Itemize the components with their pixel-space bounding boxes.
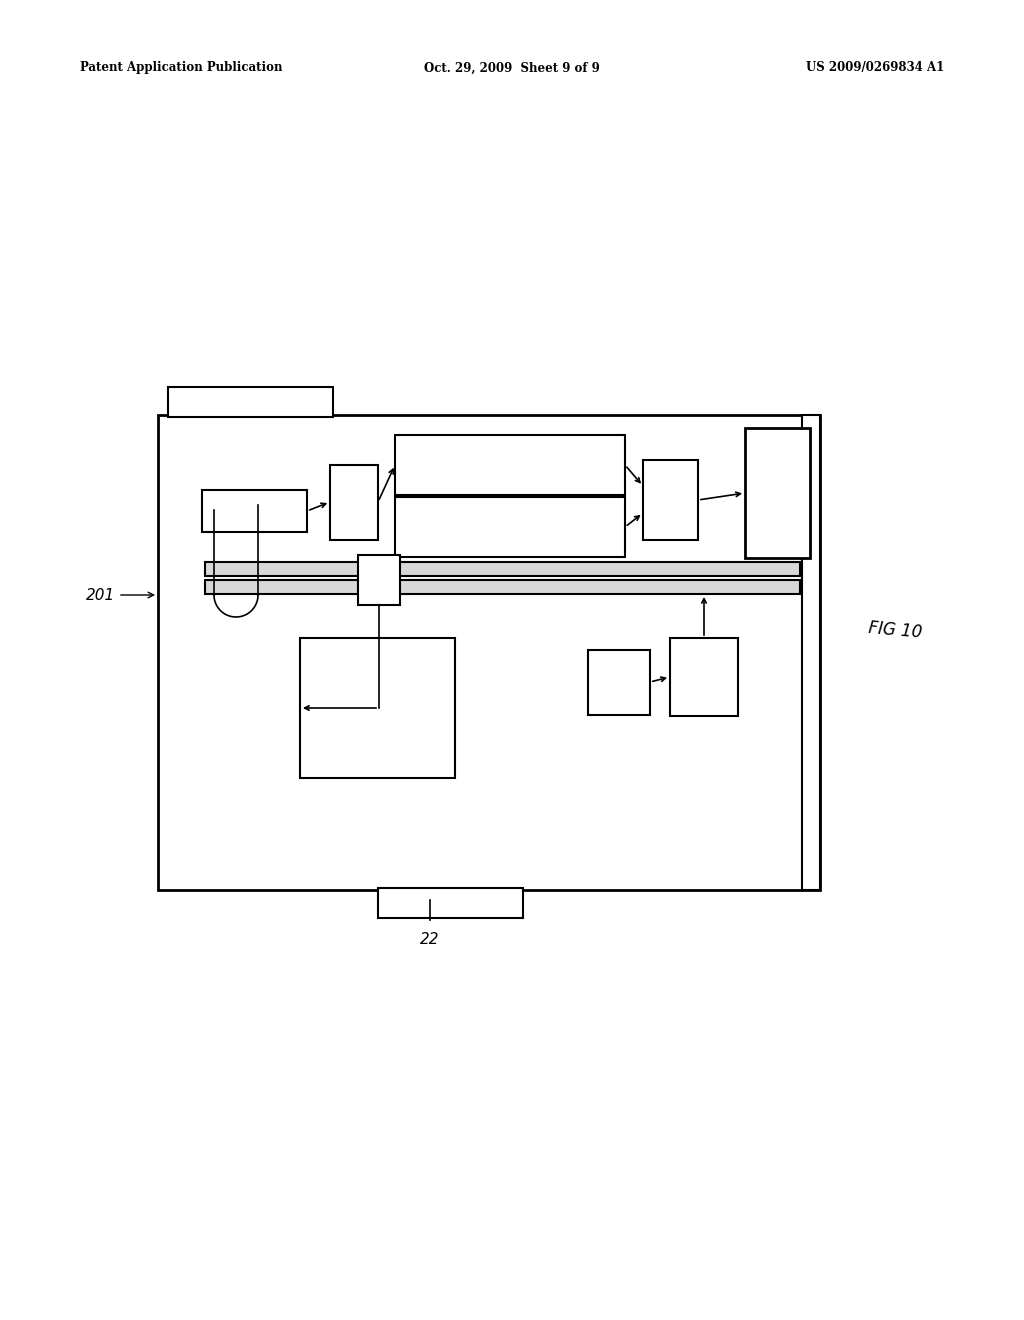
- Bar: [168, 387, 333, 417]
- Bar: [158, 414, 820, 890]
- Bar: [205, 562, 800, 576]
- Text: US 2009/0269834 A1: US 2009/0269834 A1: [806, 62, 944, 74]
- Bar: [300, 638, 455, 777]
- Bar: [643, 459, 698, 540]
- Bar: [330, 465, 378, 540]
- Bar: [802, 414, 820, 890]
- Bar: [202, 490, 307, 532]
- Bar: [670, 638, 738, 715]
- Text: Patent Application Publication: Patent Application Publication: [80, 62, 283, 74]
- Bar: [395, 498, 625, 557]
- Text: 201: 201: [86, 587, 115, 602]
- Text: Oct. 29, 2009  Sheet 9 of 9: Oct. 29, 2009 Sheet 9 of 9: [424, 62, 600, 74]
- Bar: [588, 649, 650, 715]
- Bar: [205, 579, 800, 594]
- Text: FIG 10: FIG 10: [867, 619, 923, 642]
- Bar: [395, 436, 625, 495]
- Bar: [358, 554, 400, 605]
- Bar: [745, 428, 810, 558]
- Text: 22: 22: [420, 932, 439, 948]
- Bar: [378, 888, 523, 917]
